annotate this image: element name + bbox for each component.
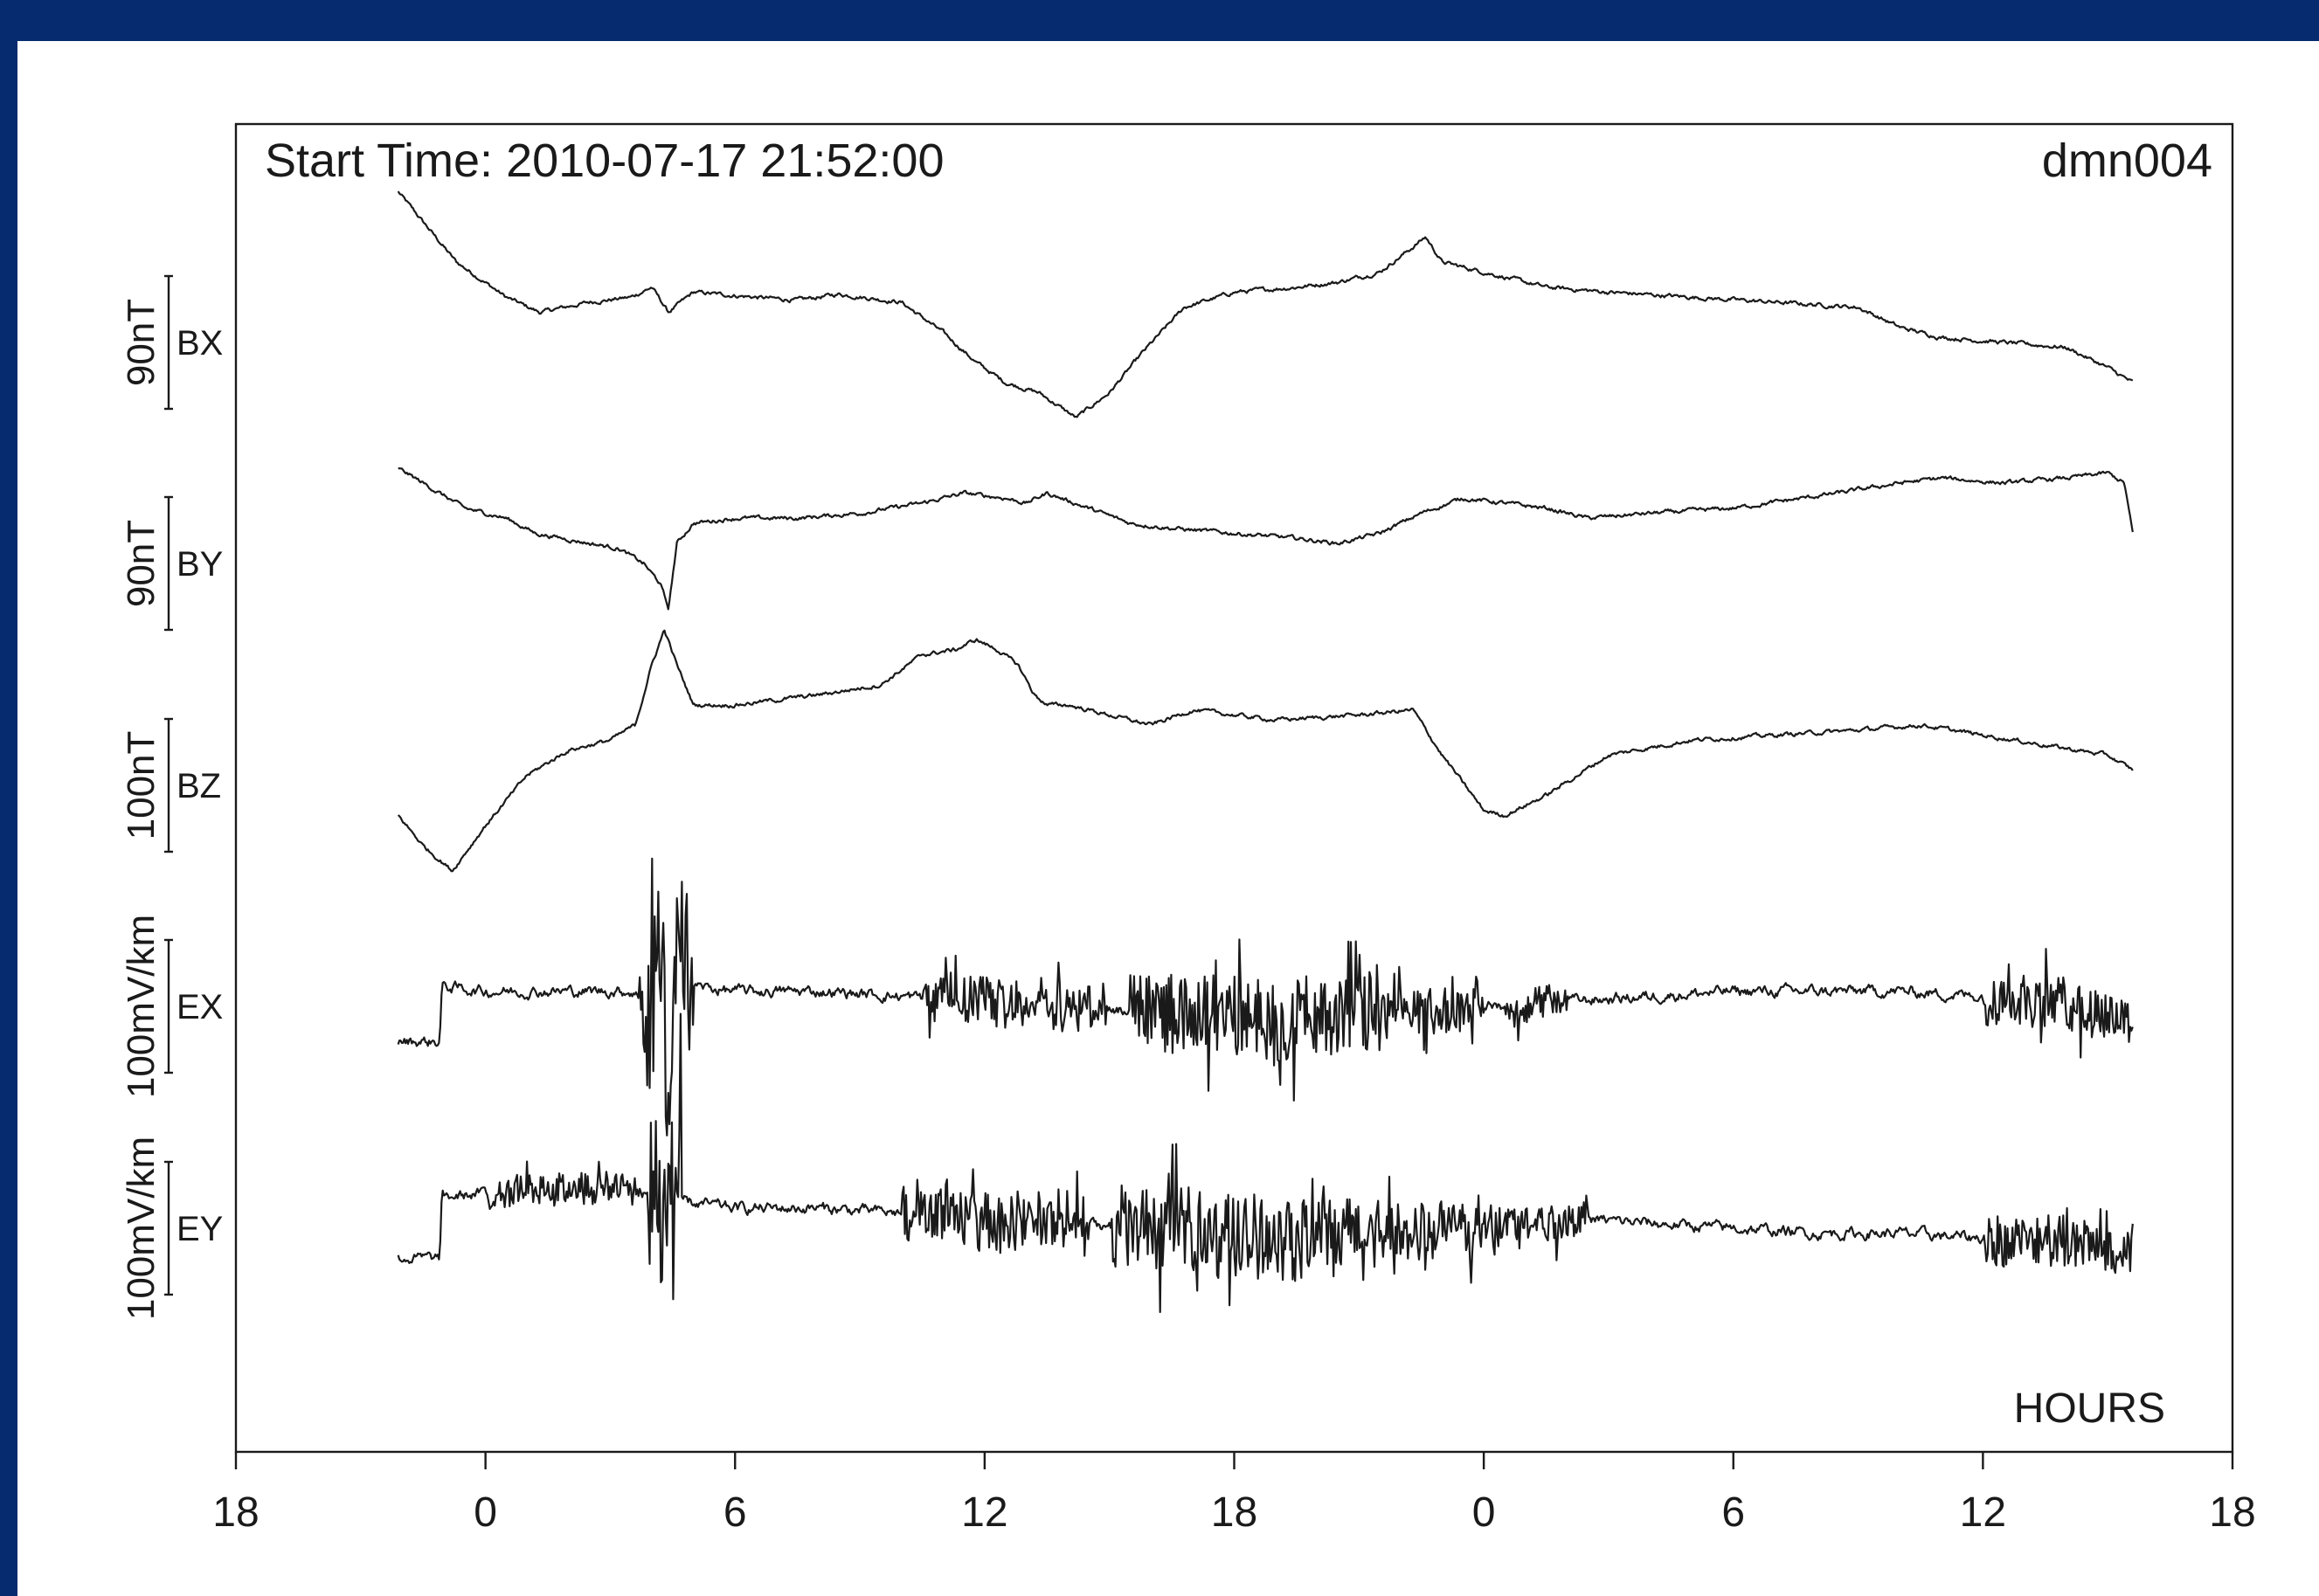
x-tick-label: 0: [1472, 1489, 1496, 1536]
x-tick-label: 18: [2209, 1489, 2255, 1536]
scale-label: 100nT: [120, 731, 163, 840]
x-tick-label: 6: [1721, 1489, 1745, 1536]
x-tick-label: 12: [961, 1489, 1007, 1536]
channel-label: EY: [177, 1210, 223, 1248]
chart-title: Start Time: 2010-07-17 21:52:00: [265, 135, 945, 187]
x-tick-label: 18: [1211, 1489, 1257, 1536]
trace-ex: [397, 857, 2134, 1137]
x-axis-ticks: 18 0 6 12 18 0 6 12 18: [212, 1452, 2256, 1536]
x-tick-label: 0: [474, 1489, 497, 1536]
x-tick-label: 12: [1960, 1489, 2006, 1536]
trace-bz: [397, 629, 2134, 873]
channel-label: BX: [177, 324, 223, 363]
x-axis-label: HOURS: [2014, 1385, 2165, 1432]
x-tick-label: 18: [212, 1489, 259, 1536]
trace-ey: [397, 1012, 2134, 1314]
trace-bx: [397, 190, 2134, 418]
channel-label: BZ: [177, 767, 221, 805]
channel-label: BY: [177, 545, 223, 584]
x-tick-label: 6: [723, 1489, 747, 1536]
station-id: dmn004: [2042, 135, 2212, 187]
scale-label: 100mV/km: [120, 915, 163, 1098]
scale-label: 100mV/km: [120, 1137, 163, 1320]
channel-scale-bars: 90nT BX 90nT BY 100nT BZ 100mV/km EX 100mV/km EY: [120, 274, 223, 1320]
trace-by: [398, 467, 2134, 611]
scale-label: 90nT: [120, 520, 163, 607]
scale-label: 90nT: [120, 299, 163, 386]
channel-traces: [397, 190, 2134, 1314]
channel-label: EX: [177, 988, 223, 1026]
